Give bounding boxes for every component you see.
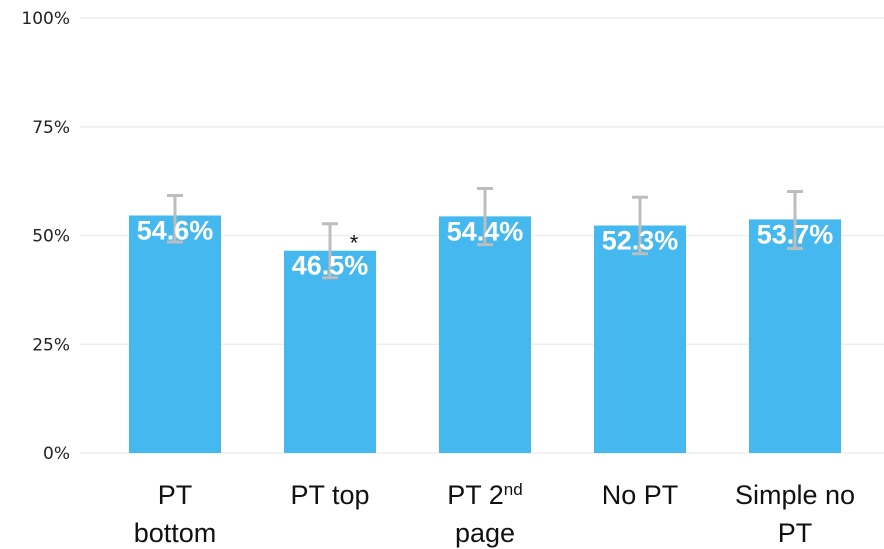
data-label: 53.7% bbox=[757, 219, 834, 249]
x-tick-label: No PT bbox=[602, 480, 679, 510]
bar bbox=[594, 225, 686, 453]
bar bbox=[129, 215, 221, 453]
x-tick-label: PT bbox=[158, 480, 193, 510]
y-axis: 0% 25% 50% 75% 100% bbox=[21, 9, 70, 464]
data-label: 52.3% bbox=[602, 225, 679, 255]
x-tick-label: PT top bbox=[290, 480, 369, 510]
significance-marker: * bbox=[350, 231, 359, 256]
y-tick-label: 0% bbox=[43, 444, 70, 464]
data-label: 46.5% bbox=[292, 251, 369, 281]
x-tick-label: Simple no bbox=[735, 480, 855, 510]
bar bbox=[439, 216, 531, 453]
error-bars bbox=[167, 187, 803, 280]
y-tick-label: 25% bbox=[32, 335, 70, 355]
x-axis: PT bottom PT top PT 2nd page No PT Simple no PT bbox=[134, 480, 855, 549]
y-tick-label: 75% bbox=[32, 118, 70, 138]
data-label: 54.4% bbox=[447, 216, 524, 246]
x-tick-label: page bbox=[455, 518, 515, 548]
y-tick-label: 50% bbox=[32, 227, 70, 247]
bar bbox=[749, 219, 841, 453]
x-tick-label: PT 2nd bbox=[447, 480, 522, 511]
bar bbox=[284, 250, 376, 453]
data-label: 54.6% bbox=[137, 215, 214, 245]
bars bbox=[129, 215, 841, 453]
y-tick-label: 100% bbox=[21, 9, 70, 29]
x-tick-label: PT bbox=[778, 518, 813, 548]
data-labels: 54.6% 46.5% 54.4% 52.3% 53.7% bbox=[137, 215, 834, 280]
annotations: * bbox=[350, 231, 359, 256]
x-tick-label: bottom bbox=[134, 518, 217, 548]
